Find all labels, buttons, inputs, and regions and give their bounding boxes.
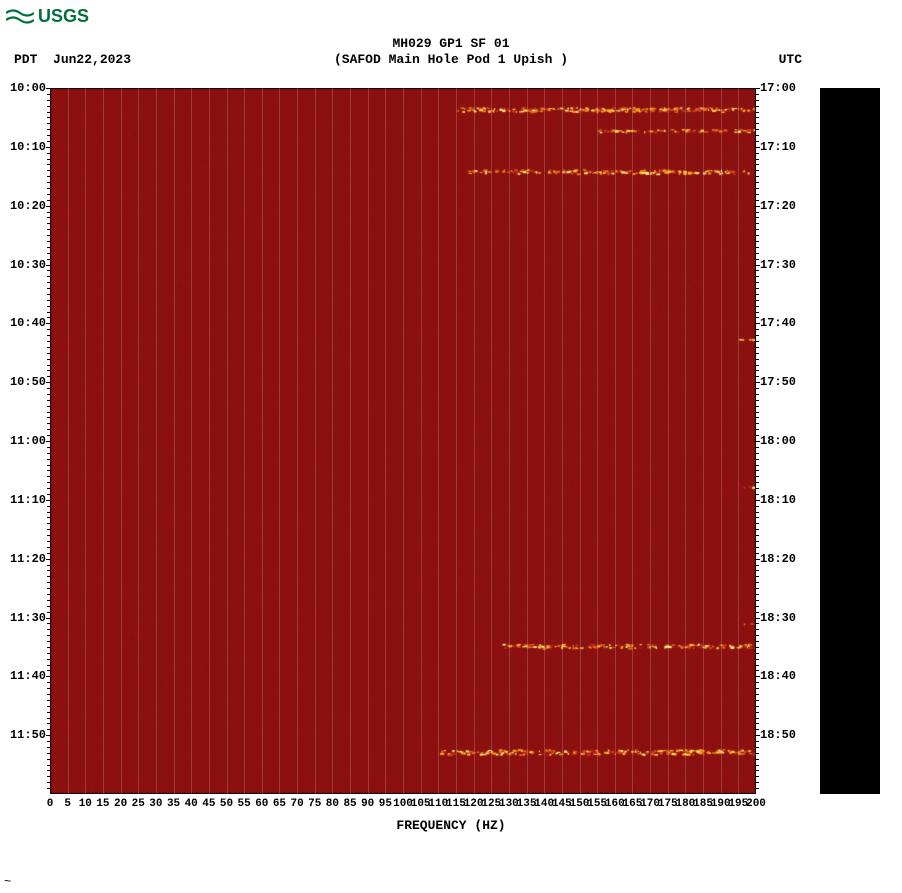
- xtick: 45: [202, 798, 215, 810]
- ytick-right: 17:40: [760, 316, 810, 330]
- xtick: 95: [379, 798, 392, 810]
- gridline: [385, 88, 386, 794]
- gridline: [685, 88, 686, 794]
- ytick-left: 11:20: [2, 552, 46, 566]
- gridline: [597, 88, 598, 794]
- ytick-left: 11:50: [2, 728, 46, 742]
- gridline: [632, 88, 633, 794]
- xtick: 5: [64, 798, 71, 810]
- xtick: 50: [220, 798, 233, 810]
- xtick: 90: [361, 798, 374, 810]
- xtick: 60: [255, 798, 268, 810]
- ytick-right: 17:20: [760, 199, 810, 213]
- gridline: [615, 88, 616, 794]
- date-label: Jun22,2023: [53, 52, 131, 67]
- ytick-left: 10:10: [2, 140, 46, 154]
- xtick: 0: [47, 798, 54, 810]
- ytick-left: 11:40: [2, 669, 46, 683]
- gridline: [174, 88, 175, 794]
- gridline: [332, 88, 333, 794]
- ytick-left: 11:00: [2, 434, 46, 448]
- gridline: [527, 88, 528, 794]
- gridline: [227, 88, 228, 794]
- ytick-left: 10:50: [2, 375, 46, 389]
- xtick: 30: [149, 798, 162, 810]
- colorbar: [820, 88, 880, 794]
- usgs-wave-icon: [6, 7, 34, 27]
- gridline: [191, 88, 192, 794]
- gridline: [350, 88, 351, 794]
- gridline: [456, 88, 457, 794]
- gridline: [703, 88, 704, 794]
- gridline: [297, 88, 298, 794]
- ytick-left: 11:10: [2, 493, 46, 507]
- ytick-left: 10:40: [2, 316, 46, 330]
- ytick-left: 11:30: [2, 611, 46, 625]
- gridline: [68, 88, 69, 794]
- gridline: [121, 88, 122, 794]
- gridline: [421, 88, 422, 794]
- gridline: [721, 88, 722, 794]
- ytick-left: 10:20: [2, 199, 46, 213]
- gridline: [209, 88, 210, 794]
- gridline: [738, 88, 739, 794]
- usgs-text: USGS: [38, 6, 89, 27]
- ytick-right: 18:20: [760, 552, 810, 566]
- xtick: 10: [79, 798, 92, 810]
- gridline: [85, 88, 86, 794]
- gridline: [138, 88, 139, 794]
- ytick-right: 17:10: [760, 140, 810, 154]
- xtick: 40: [185, 798, 198, 810]
- header-left: PDT Jun22,2023: [14, 52, 131, 67]
- xtick: 75: [308, 798, 321, 810]
- gridline: [403, 88, 404, 794]
- xtick: 85: [343, 798, 356, 810]
- x-axis-label: FREQUENCY (HZ): [0, 818, 902, 833]
- xtick: 25: [132, 798, 145, 810]
- footer-mark: ~: [4, 875, 11, 889]
- ytick-right: 18:50: [760, 728, 810, 742]
- ytick-right: 17:50: [760, 375, 810, 389]
- ytick-left: 10:30: [2, 258, 46, 272]
- ytick-left: 10:00: [2, 81, 46, 95]
- xtick: 15: [96, 798, 109, 810]
- gridline: [244, 88, 245, 794]
- gridline: [156, 88, 157, 794]
- gridline: [544, 88, 545, 794]
- xtick: 65: [273, 798, 286, 810]
- ytick-right: 17:00: [760, 81, 810, 95]
- xtick: 20: [114, 798, 127, 810]
- gridline: [315, 88, 316, 794]
- xtick: 80: [326, 798, 339, 810]
- xtick: 55: [238, 798, 251, 810]
- spectrogram-plot: [50, 88, 756, 794]
- gridline: [509, 88, 510, 794]
- ytick-right: 18:40: [760, 669, 810, 683]
- gridline: [262, 88, 263, 794]
- gridline: [368, 88, 369, 794]
- gridline: [650, 88, 651, 794]
- ytick-right: 18:00: [760, 434, 810, 448]
- gridline: [474, 88, 475, 794]
- xtick: 70: [290, 798, 303, 810]
- gridline: [580, 88, 581, 794]
- gridline: [668, 88, 669, 794]
- gridline: [562, 88, 563, 794]
- ytick-right: 18:10: [760, 493, 810, 507]
- gridline: [103, 88, 104, 794]
- xtick: 35: [167, 798, 180, 810]
- tz-left-label: PDT: [14, 52, 37, 67]
- plot-title-line2: (SAFOD Main Hole Pod 1 Upish ): [0, 52, 902, 67]
- gridline: [491, 88, 492, 794]
- usgs-logo: USGS: [6, 6, 89, 27]
- gridline: [279, 88, 280, 794]
- plot-title-line1: MH029 GP1 SF 01: [0, 36, 902, 51]
- ytick-right: 17:30: [760, 258, 810, 272]
- gridline: [438, 88, 439, 794]
- xtick: 200: [746, 798, 766, 810]
- tz-right-label: UTC: [779, 52, 802, 67]
- ytick-right: 18:30: [760, 611, 810, 625]
